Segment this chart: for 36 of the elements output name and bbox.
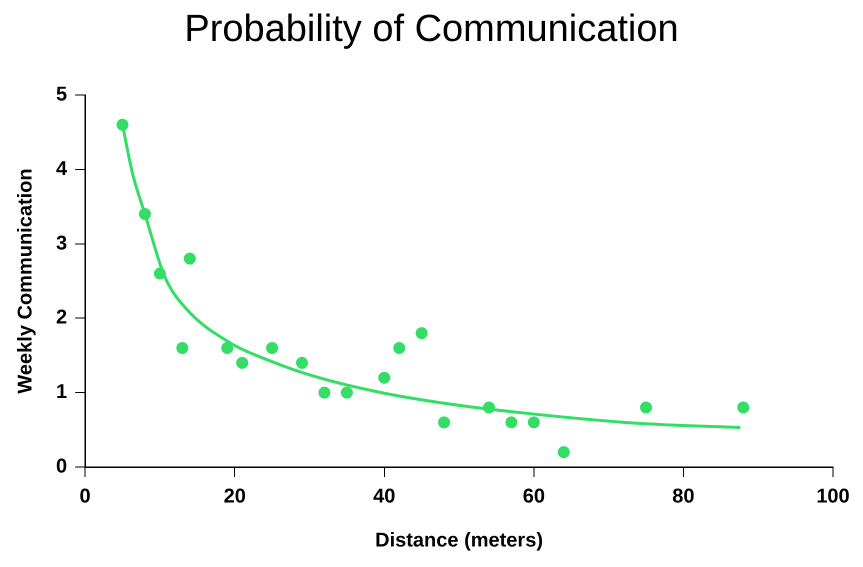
point (528, 416, 540, 428)
point (176, 342, 188, 354)
point (438, 416, 450, 428)
point (482, 401, 495, 414)
x-tick-label: 20 (224, 486, 246, 508)
x-axis-title: Distance (meters) (375, 530, 543, 552)
point (393, 342, 406, 354)
x-tick-label: 0 (80, 486, 91, 508)
point (266, 342, 278, 354)
y-tick-label: 5 (56, 84, 68, 106)
point (221, 342, 234, 354)
point (154, 268, 166, 280)
point (138, 208, 151, 220)
point (505, 416, 518, 428)
x-tick-label: 80 (672, 486, 695, 508)
y-tick-label: 4 (56, 158, 68, 180)
x-tick-label: 40 (373, 486, 396, 508)
point (640, 401, 652, 414)
point (416, 327, 428, 340)
y-tick-label: 1 (56, 381, 68, 404)
y-tick-label: 0 (56, 456, 68, 478)
point (340, 386, 353, 399)
y-tick-label: 2 (56, 306, 68, 329)
x-tick-label: 100 (816, 486, 850, 508)
point (737, 401, 750, 414)
point (558, 446, 570, 458)
y-tick-label: 3 (56, 232, 68, 254)
point (184, 252, 196, 265)
point (296, 356, 308, 369)
x-tick-label: 60 (522, 486, 545, 508)
point (116, 118, 129, 131)
y-axis-title: Weekly Communication (14, 168, 37, 394)
point (236, 356, 248, 369)
point (378, 372, 390, 384)
chart-title: Probability of Communication (183, 8, 680, 51)
point (318, 386, 330, 399)
